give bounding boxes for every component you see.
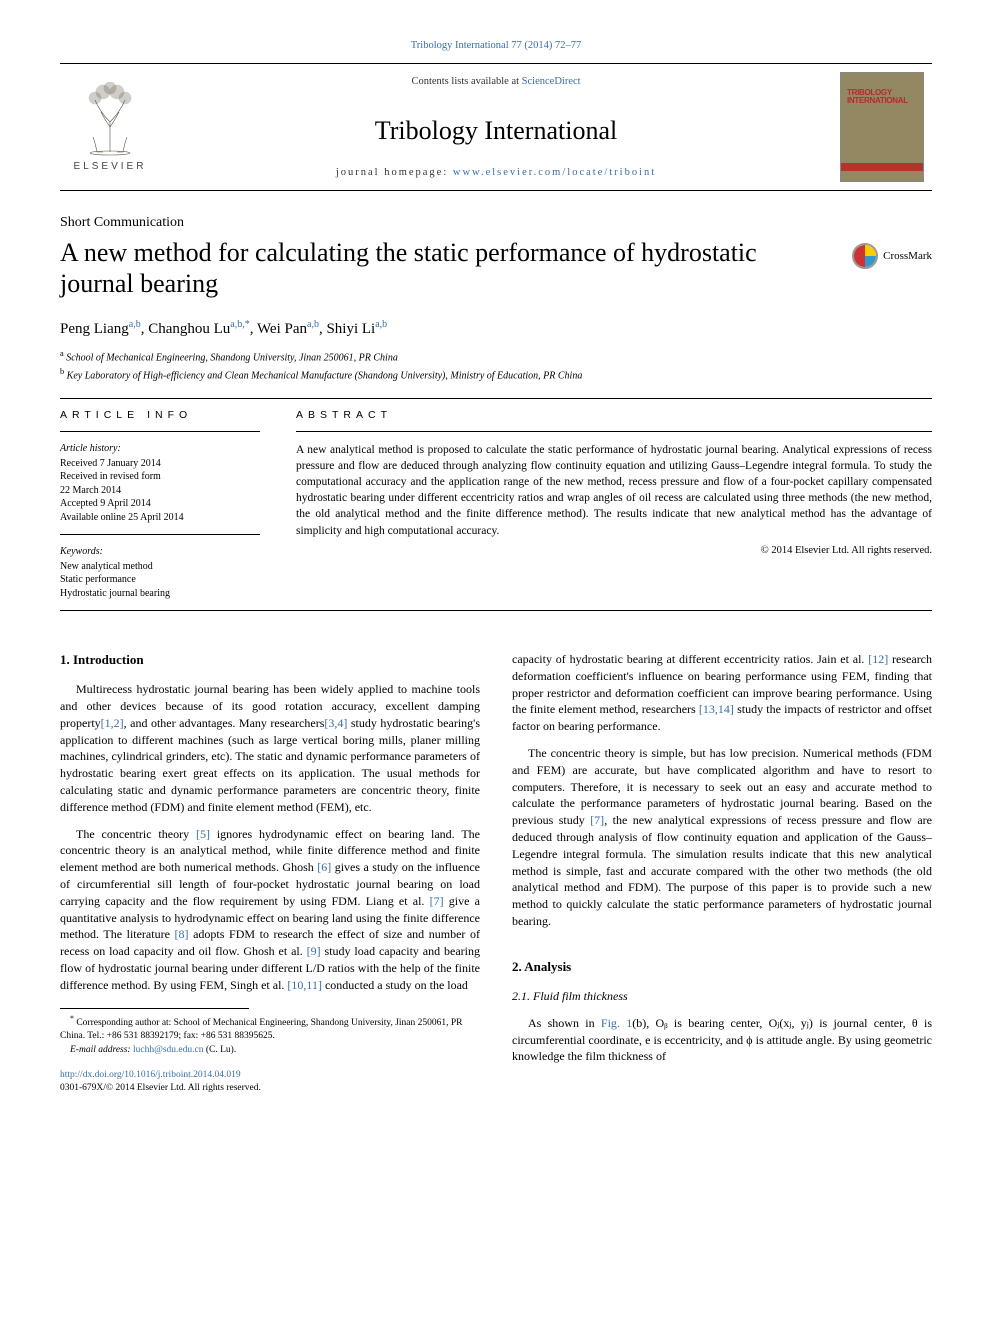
issn-copyright: 0301-679X/© 2014 Elsevier Ltd. All right… — [60, 1083, 261, 1093]
ref-5[interactable]: [5] — [196, 827, 210, 841]
para-1: Multirecess hydrostatic journal bearing … — [60, 681, 480, 815]
header-center: Contents lists available at ScienceDirec… — [160, 64, 832, 190]
history-accepted: Accepted 9 April 2014 — [60, 497, 260, 511]
history-online: Available online 25 April 2014 — [60, 511, 260, 525]
history-revised-2: 22 March 2014 — [60, 484, 260, 498]
ref-10-11[interactable]: [10,11] — [287, 978, 322, 992]
author-1-aff[interactable]: a,b — [129, 319, 141, 330]
keyword-2: Static performance — [60, 573, 260, 587]
corr-marker: * — [70, 1014, 74, 1023]
homepage-line: journal homepage: www.elsevier.com/locat… — [170, 167, 822, 178]
section-2-heading: 2. Analysis — [512, 958, 932, 976]
para-3: capacity of hydrostatic bearing at diffe… — [512, 651, 932, 735]
sciencedirect-link[interactable]: ScienceDirect — [522, 76, 581, 87]
top-citation: Tribology International 77 (2014) 72–77 — [60, 40, 932, 51]
cover-image: TRIBOLOGY INTERNATIONAL — [840, 72, 924, 182]
publisher-logo: ELSEVIER — [60, 64, 160, 190]
affiliations: a School of Mechanical Engineering, Shan… — [60, 348, 932, 384]
ref-7b[interactable]: [7] — [590, 813, 604, 827]
rule-top — [60, 398, 932, 399]
article-info: article info Article history: Received 7… — [60, 409, 260, 600]
abstract-copyright: © 2014 Elsevier Ltd. All rights reserved… — [296, 545, 932, 556]
section-2-1-heading: 2.1. Fluid film thickness — [512, 988, 932, 1005]
author-4-aff[interactable]: a,b — [375, 319, 387, 330]
ref-1-2[interactable]: [1,2] — [101, 716, 124, 730]
authors-line: Peng Lianga,b, Changhou Lua,b,*, Wei Pan… — [60, 319, 932, 338]
ref-7[interactable]: [7] — [430, 894, 444, 908]
publisher-name: ELSEVIER — [74, 161, 147, 172]
ref-12[interactable]: [12] — [868, 652, 888, 666]
citation-link[interactable]: Tribology International 77 (2014) 72–77 — [411, 40, 582, 51]
email-label: E-mail address: — [70, 1045, 133, 1055]
affiliation-a: School of Mechanical Engineering, Shando… — [66, 353, 398, 364]
author-3: Wei Pan — [257, 321, 307, 337]
elsevier-tree-icon — [75, 82, 145, 157]
para-5: As shown in Fig. 1(b), Oᵦ is bearing cen… — [512, 1015, 932, 1065]
homepage-prefix: journal homepage: — [336, 167, 453, 178]
author-2: Changhou Lu — [148, 321, 230, 337]
para-2: The concentric theory [5] ignores hydrod… — [60, 826, 480, 994]
crossmark-badge[interactable]: CrossMark — [852, 243, 932, 269]
crossmark-icon — [852, 243, 878, 269]
doi-block: http://dx.doi.org/10.1016/j.triboint.201… — [60, 1069, 480, 1095]
para-4: The concentric theory is simple, but has… — [512, 745, 932, 930]
abstract: abstract A new analytical method is prop… — [296, 409, 932, 600]
keyword-3: Hydrostatic journal bearing — [60, 587, 260, 601]
rule-bottom — [60, 610, 932, 611]
article-title: A new method for calculating the static … — [60, 237, 832, 299]
ref-9[interactable]: [9] — [307, 944, 321, 958]
author-3-aff[interactable]: a,b — [307, 319, 319, 330]
abstract-rule — [296, 431, 932, 432]
article-type: Short Communication — [60, 215, 932, 231]
keywords-label: Keywords: — [60, 545, 260, 559]
author-4: Shiyi Li — [326, 321, 375, 337]
fig-1-link[interactable]: Fig. 1 — [601, 1016, 632, 1030]
homepage-link[interactable]: www.elsevier.com/locate/triboint — [453, 167, 656, 178]
cover-thumbnail: TRIBOLOGY INTERNATIONAL — [832, 64, 932, 190]
ref-8[interactable]: [8] — [175, 927, 189, 941]
doi-link[interactable]: http://dx.doi.org/10.1016/j.triboint.201… — [60, 1070, 241, 1080]
contents-line: Contents lists available at ScienceDirec… — [170, 76, 822, 87]
keywords-rule — [60, 534, 260, 535]
history-revised-1: Received in revised form — [60, 470, 260, 484]
info-heading: article info — [60, 409, 260, 421]
ref-13-14[interactable]: [13,14] — [699, 702, 734, 716]
footnote-separator — [60, 1008, 249, 1009]
ref-3-4[interactable]: [3,4] — [324, 716, 347, 730]
author-2-aff[interactable]: a,b, — [230, 319, 244, 330]
journal-name: Tribology International — [170, 116, 822, 146]
email-suffix: (C. Lu). — [203, 1045, 236, 1055]
author-2-corr[interactable]: * — [245, 319, 250, 330]
ref-6[interactable]: [6] — [317, 860, 331, 874]
history-label: Article history: — [60, 442, 260, 456]
contents-prefix: Contents lists available at — [411, 76, 521, 87]
journal-header: ELSEVIER Contents lists available at Sci… — [60, 63, 932, 191]
corr-text: Corresponding author at: School of Mecha… — [60, 1018, 463, 1041]
author-1: Peng Liang — [60, 321, 129, 337]
keyword-1: New analytical method — [60, 560, 260, 574]
email-link[interactable]: luchh@sdu.edu.cn — [133, 1045, 204, 1055]
crossmark-label: CrossMark — [883, 250, 932, 262]
abstract-heading: abstract — [296, 409, 932, 421]
abstract-text: A new analytical method is proposed to c… — [296, 442, 932, 539]
history-received: Received 7 January 2014 — [60, 457, 260, 471]
body-text: 1. Introduction Multirecess hydrostatic … — [60, 651, 932, 1095]
footnotes: * Corresponding author at: School of Mec… — [60, 1014, 480, 1058]
info-rule — [60, 431, 260, 432]
cover-title-2: INTERNATIONAL — [847, 97, 908, 105]
affiliation-b: Key Laboratory of High-efficiency and Cl… — [67, 371, 583, 382]
section-1-heading: 1. Introduction — [60, 651, 480, 669]
